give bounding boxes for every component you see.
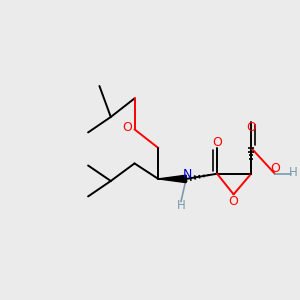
Text: O: O xyxy=(229,195,238,208)
Text: O: O xyxy=(270,162,280,175)
Text: H: H xyxy=(289,166,297,179)
Polygon shape xyxy=(158,175,186,183)
Text: N: N xyxy=(183,168,192,181)
Text: H: H xyxy=(177,199,185,212)
Text: O: O xyxy=(212,136,222,149)
Text: O: O xyxy=(246,121,256,134)
Text: O: O xyxy=(122,121,132,134)
